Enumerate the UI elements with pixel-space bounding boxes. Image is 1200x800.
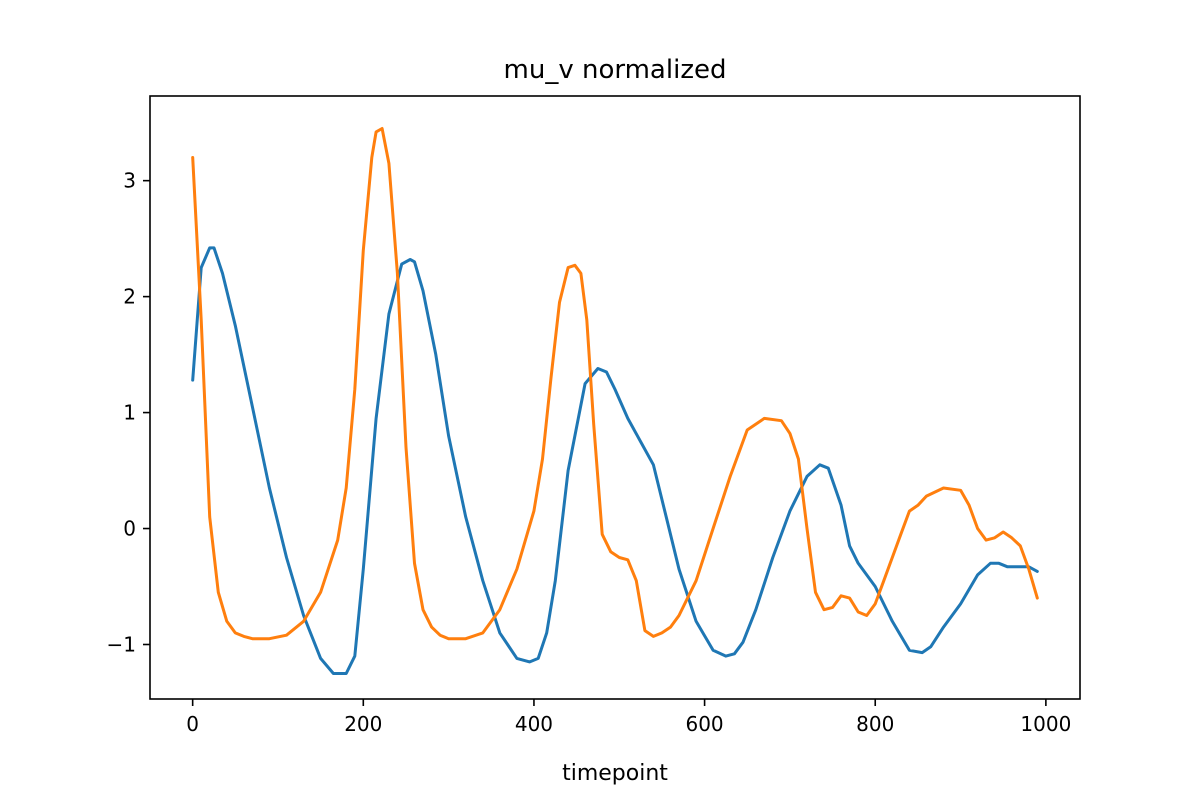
series-line-1 — [191, 246, 1039, 675]
y-tick-label: 0 — [123, 517, 136, 541]
x-tick-label: 800 — [856, 712, 894, 736]
x-axis: 0 200 400 600 800 1000 — [186, 699, 1071, 736]
y-tick-label: 3 — [123, 169, 136, 193]
x-tick-label: 0 — [186, 712, 199, 736]
y-tick-label: −1 — [107, 632, 136, 656]
x-tick-label: 600 — [685, 712, 723, 736]
x-tick-label: 200 — [344, 712, 382, 736]
x-tick-label: 1000 — [1020, 712, 1071, 736]
series-line-2 — [191, 127, 1039, 641]
y-tick-label: 1 — [123, 401, 136, 425]
x-axis-title: timepoint — [562, 761, 668, 786]
series-layer — [191, 127, 1039, 675]
plot-area-frame — [149, 95, 1081, 700]
x-tick-label: 400 — [515, 712, 553, 736]
chart-title: mu_v normalized — [504, 55, 727, 85]
y-axis: −1 0 1 2 3 — [107, 169, 150, 656]
y-tick-label: 2 — [123, 285, 136, 309]
